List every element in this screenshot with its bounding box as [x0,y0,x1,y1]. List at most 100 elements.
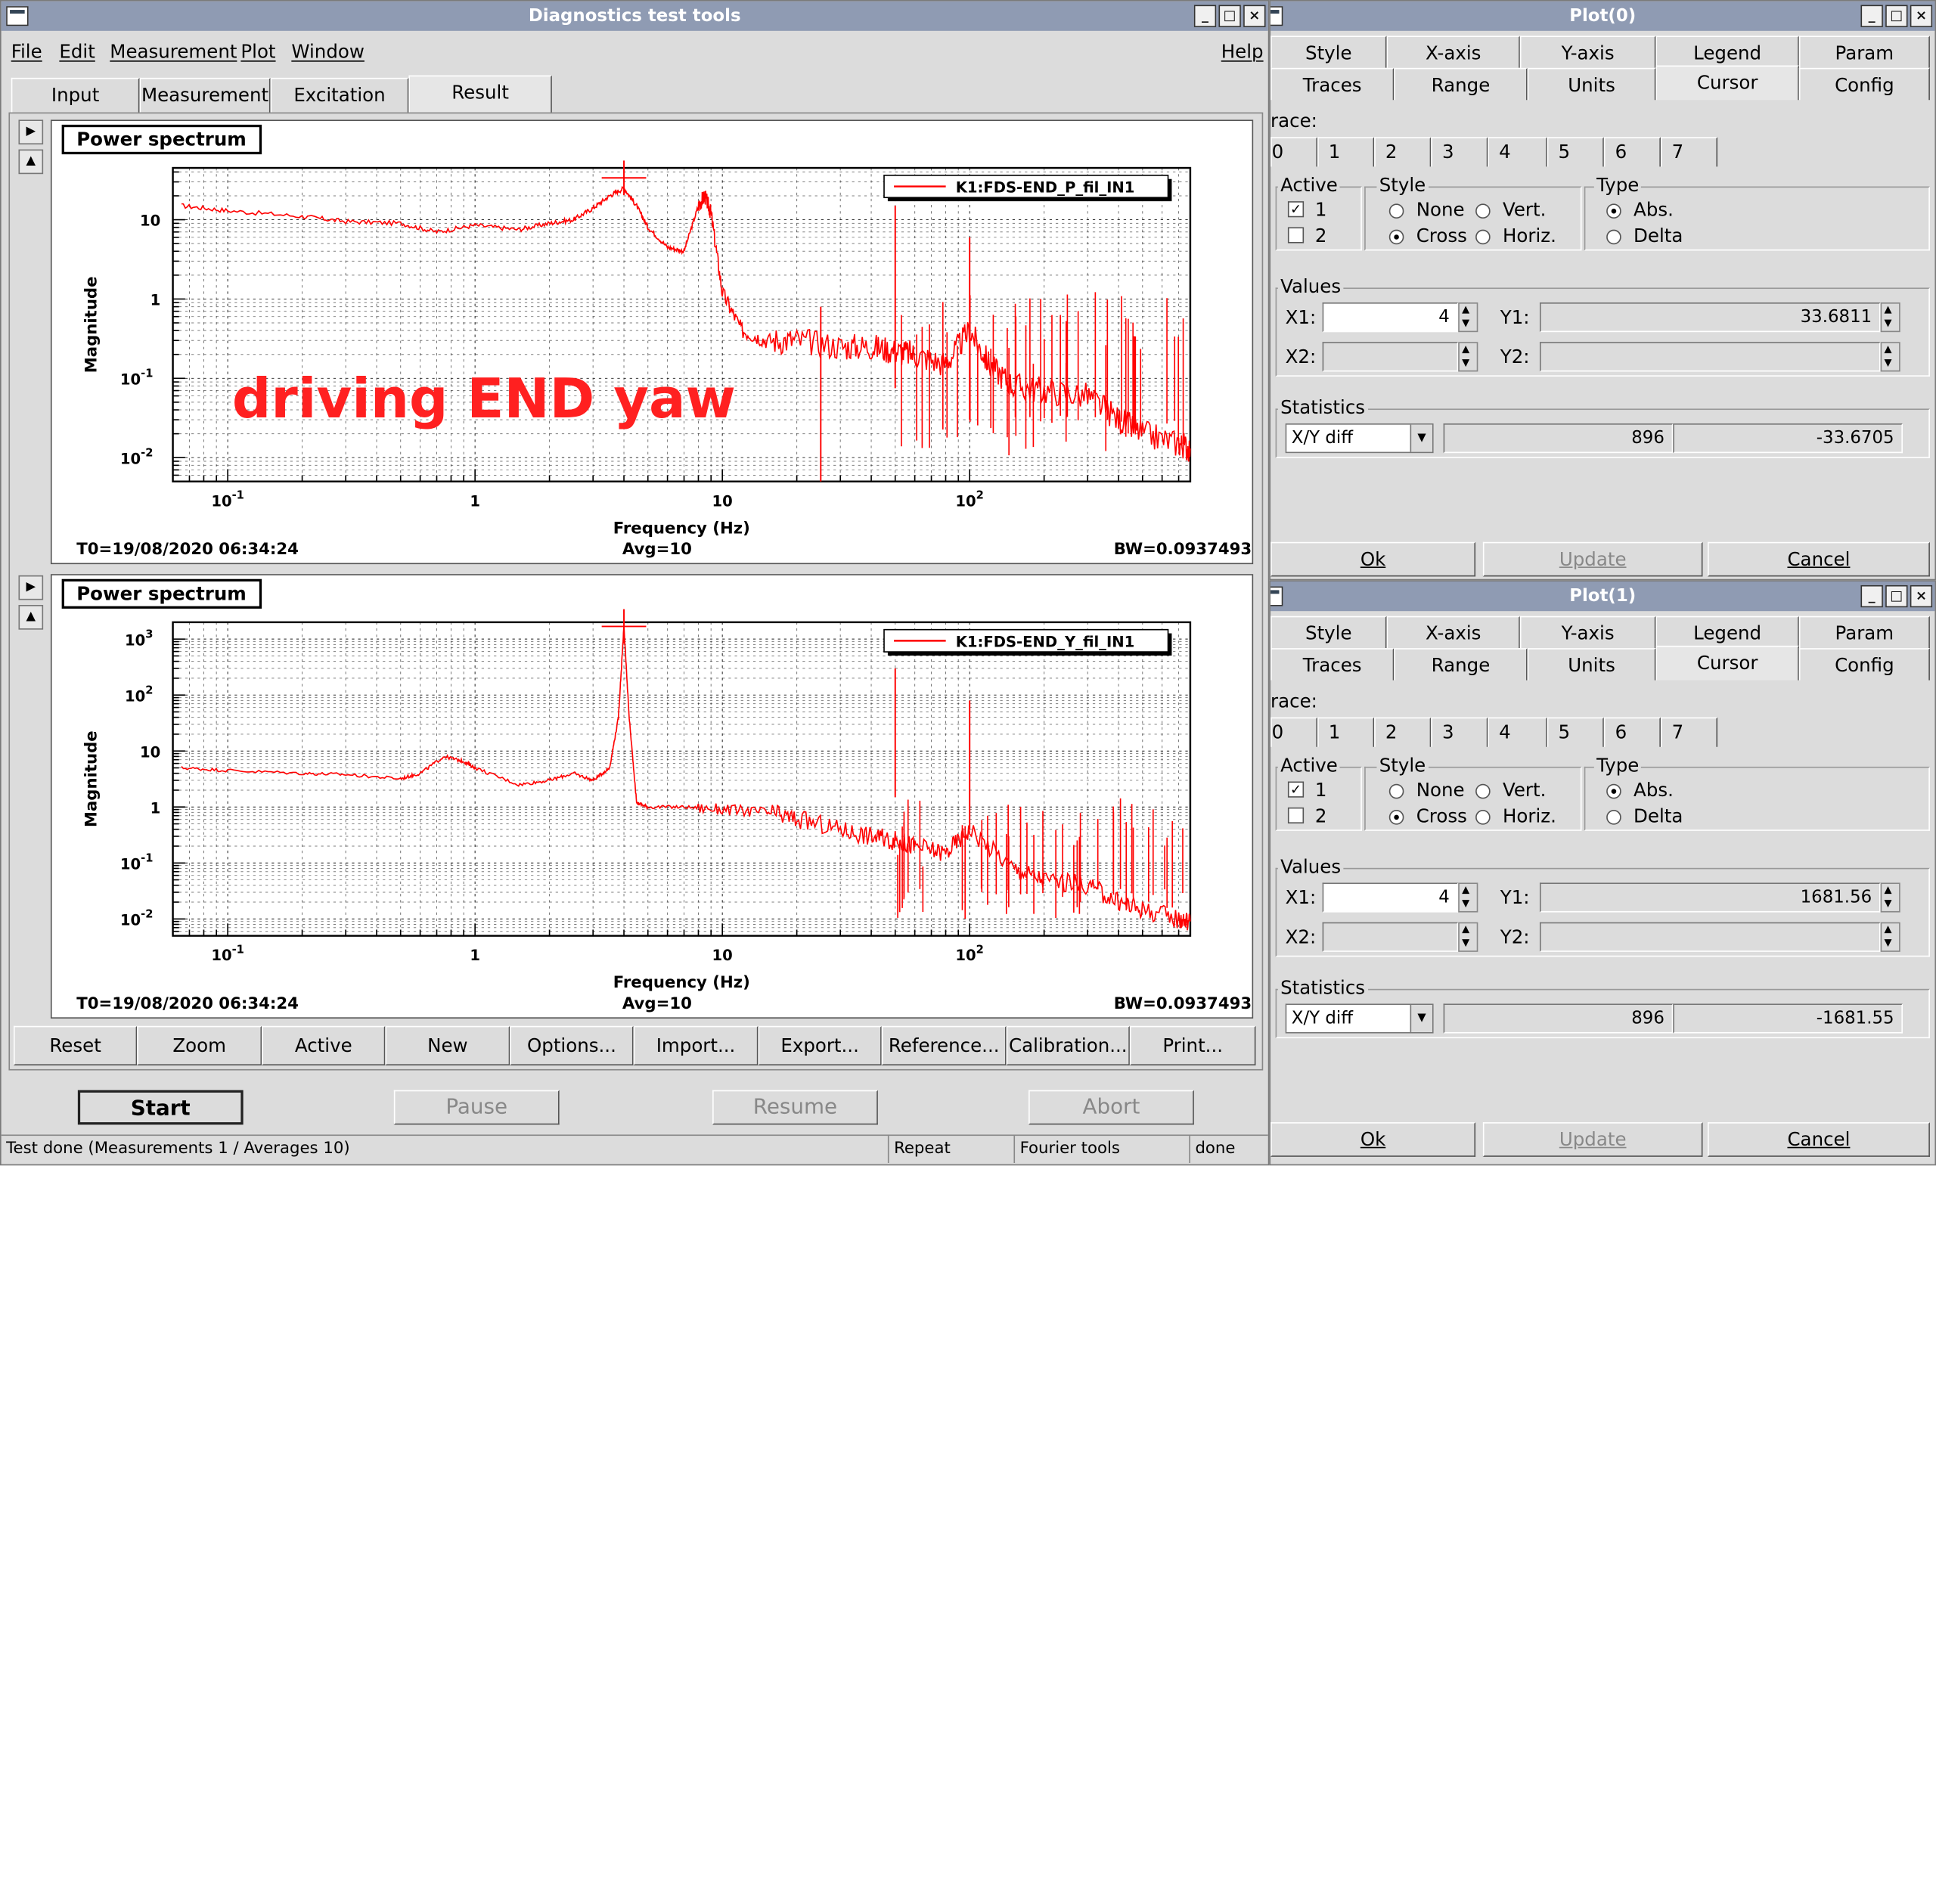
dialog-titlebar[interactable]: Plot(0) _ □ × [1270,1,1935,31]
update-button[interactable]: Update [1482,1122,1703,1157]
minimize-icon[interactable]: _ [1860,585,1883,608]
trace-tab-5[interactable]: 5 [1547,137,1604,167]
type-delta-radio[interactable] [1606,810,1621,825]
active-checkbox-1[interactable]: ✓ [1287,201,1305,218]
tab-y-axis[interactable]: Y-axis [1519,616,1656,649]
cancel-button[interactable]: Cancel [1708,541,1930,577]
tab-config[interactable]: Config [1798,67,1930,101]
x1-input[interactable]: 4 [1322,882,1459,913]
dropdown-arrow-icon[interactable]: ▼ [1410,424,1432,452]
trace-tab-3[interactable]: 3 [1431,137,1488,167]
start-button[interactable]: Start [77,1090,244,1125]
menu-file[interactable]: File [11,40,42,64]
trace-tab-7[interactable]: 7 [1660,137,1718,167]
stat-mode-select[interactable]: X/Y diff ▼ [1285,423,1434,454]
maximize-icon[interactable]: □ [1885,5,1908,27]
y2-spin-icon[interactable] [1880,342,1900,372]
trace-tab-5[interactable]: 5 [1547,717,1604,747]
expand-arrow-icon[interactable]: ▶ [18,119,44,145]
tab-legend[interactable]: Legend [1655,36,1799,68]
tab-range[interactable]: Range [1394,67,1528,101]
style-vert-radio[interactable] [1475,783,1491,799]
y1-spin-icon[interactable] [1880,882,1900,913]
menu-window[interactable]: Window [291,40,365,64]
spectrum-chart-0[interactable]: 10-1 1 10 102 10 1 10-1 10-2 Frequency (Hz) Magni… [52,121,1252,563]
trace-tab-2[interactable]: 2 [1374,717,1432,747]
trace-tab-4[interactable]: 4 [1488,717,1547,747]
tab-x-axis[interactable]: X-axis [1386,616,1520,649]
trace-tab-7[interactable]: 7 [1660,717,1718,747]
x1-input[interactable]: 4 [1322,302,1459,333]
reset-button[interactable]: Reset [13,1025,138,1066]
collapse-arrow-icon[interactable]: ▲ [18,605,44,630]
y1-spin-icon[interactable] [1880,302,1900,333]
tab-x-axis[interactable]: X-axis [1386,36,1520,68]
trace-tab-1[interactable]: 1 [1317,717,1375,747]
trace-tab-6[interactable]: 6 [1603,717,1661,747]
x1-spin-icon[interactable] [1458,302,1478,333]
tab-y-axis[interactable]: Y-axis [1519,36,1656,68]
calibration-button[interactable]: Calibration... [1006,1025,1130,1066]
collapse-arrow-icon[interactable]: ▲ [18,149,44,175]
export-button[interactable]: Export... [758,1025,882,1066]
expand-arrow-icon[interactable]: ▶ [18,575,44,600]
active-checkbox-2[interactable] [1287,807,1305,824]
plot-panel-1[interactable]: Power spectrum 10-1 1 10 102 103 102 10 1 10-1 10… [50,574,1254,1019]
zoom-button[interactable]: Zoom [137,1025,262,1066]
maximize-icon[interactable]: □ [1218,5,1241,27]
y2-field[interactable] [1539,922,1881,952]
tab-traces[interactable]: Traces [1270,648,1395,681]
ok-button[interactable]: Ok [1270,1122,1476,1157]
menu-help[interactable]: Help [1221,40,1264,64]
menu-plot[interactable]: Plot [240,40,276,64]
y1-field[interactable]: 33.6811 [1539,302,1881,333]
style-none-radio[interactable] [1388,203,1404,219]
tab-param[interactable]: Param [1798,36,1930,68]
close-icon[interactable]: × [1910,5,1933,27]
tab-style[interactable]: Style [1270,36,1387,68]
tab-range[interactable]: Range [1394,648,1528,681]
type-delta-radio[interactable] [1606,229,1621,245]
tab-units[interactable]: Units [1527,67,1656,101]
style-cross-radio[interactable] [1388,810,1404,825]
tab-legend[interactable]: Legend [1655,616,1799,649]
tab-cursor[interactable]: Cursor [1655,645,1799,681]
tab-style[interactable]: Style [1270,616,1387,649]
tab-input[interactable]: Input [11,77,140,113]
close-icon[interactable]: × [1243,5,1266,27]
maximize-icon[interactable]: □ [1885,585,1908,608]
ok-button[interactable]: Ok [1270,541,1476,577]
update-button[interactable]: Update [1482,541,1703,577]
y1-field[interactable]: 1681.56 [1539,882,1881,913]
x1-spin-icon[interactable] [1458,882,1478,913]
tab-traces[interactable]: Traces [1270,67,1395,101]
menu-measurement[interactable]: Measurement [110,40,237,64]
active-button[interactable]: Active [262,1025,386,1066]
close-icon[interactable]: × [1910,585,1933,608]
active-checkbox-1[interactable]: ✓ [1287,781,1305,798]
dropdown-arrow-icon[interactable]: ▼ [1410,1005,1432,1032]
stat-mode-select[interactable]: X/Y diff ▼ [1285,1003,1434,1034]
type-abs-radio[interactable] [1606,203,1621,219]
new-button[interactable]: New [385,1025,510,1066]
dialog-titlebar[interactable]: Plot(1) _ □ × [1270,581,1935,612]
reference-button[interactable]: Reference... [881,1025,1007,1066]
minimize-icon[interactable]: _ [1193,5,1217,27]
style-horiz-radio[interactable] [1475,810,1491,825]
y2-field[interactable] [1539,342,1881,372]
tab-units[interactable]: Units [1527,648,1656,681]
trace-tab-6[interactable]: 6 [1603,137,1661,167]
active-checkbox-2[interactable] [1287,227,1305,243]
tab-config[interactable]: Config [1798,648,1930,681]
tab-result[interactable]: Result [408,75,552,113]
plot-panel-0[interactable]: Power spectrum 10-1 1 10 102 10 1 10-1 10-2 Freq… [50,119,1254,565]
tab-param[interactable]: Param [1798,616,1930,649]
trace-tab-4[interactable]: 4 [1488,137,1547,167]
trace-tab-1[interactable]: 1 [1317,137,1375,167]
resume-button[interactable]: Resume [712,1090,878,1125]
y2-spin-icon[interactable] [1880,922,1900,952]
style-none-radio[interactable] [1388,783,1404,799]
tab-measurement[interactable]: Measurement [139,77,271,113]
menu-edit[interactable]: Edit [59,40,95,64]
